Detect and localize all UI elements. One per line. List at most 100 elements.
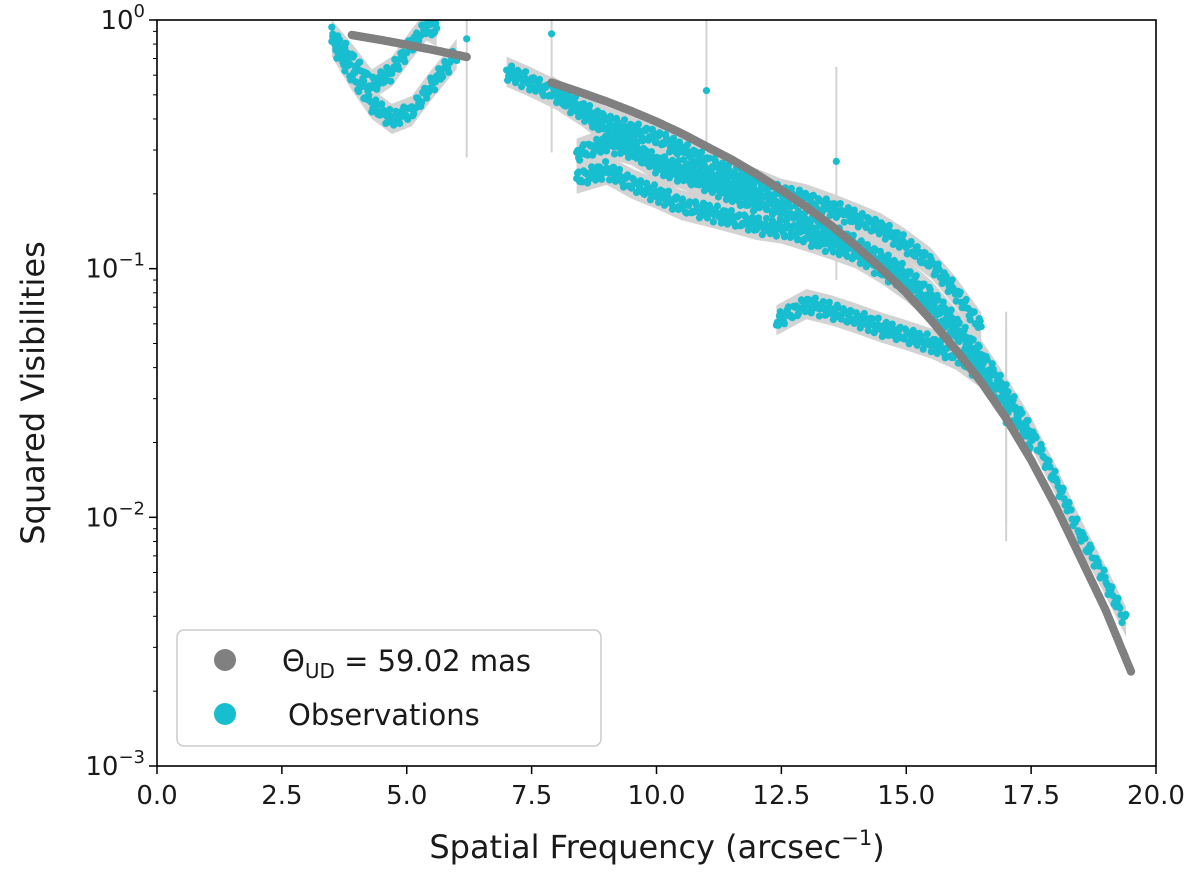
observation-point <box>929 297 937 305</box>
observation-point <box>1022 432 1030 440</box>
observation-point <box>713 202 722 210</box>
observation-point <box>1038 445 1046 453</box>
observation-point <box>387 77 395 85</box>
observation-point <box>907 238 915 246</box>
observation-outlier <box>1002 402 1010 410</box>
observation-outlier <box>463 35 471 43</box>
observation-point <box>777 198 786 206</box>
observation-point <box>1073 515 1081 523</box>
observation-point <box>1021 426 1029 434</box>
observation-point <box>669 159 678 167</box>
legend-box <box>176 629 602 747</box>
y-tick-label: 10−2 <box>85 498 145 533</box>
observation-point <box>912 272 920 280</box>
observation-point <box>606 132 615 140</box>
observation-point <box>1081 534 1089 543</box>
observation-point <box>634 120 643 128</box>
observation-point <box>1087 544 1095 553</box>
observation-points <box>328 20 1130 627</box>
observation-point <box>884 251 892 259</box>
observation-point <box>931 336 939 344</box>
observation-point <box>711 157 720 165</box>
observation-point <box>899 231 907 239</box>
observation-point <box>1046 463 1054 471</box>
x-tick-label: 0.0 <box>136 781 177 811</box>
observation-point <box>766 230 775 238</box>
observation-point <box>648 125 657 133</box>
observation-point <box>396 119 404 128</box>
observation-outlier <box>702 87 711 95</box>
observation-point <box>969 336 977 344</box>
observation-point <box>623 171 632 179</box>
observation-point <box>802 304 811 312</box>
legend-label-model: ΘUD = 59.02 mas <box>282 644 531 683</box>
observation-point <box>620 116 629 124</box>
observation-point <box>732 185 741 193</box>
observation-point <box>951 322 959 330</box>
observation-point <box>1065 498 1073 507</box>
observation-point <box>750 206 759 214</box>
observation-point <box>1122 610 1130 619</box>
observation-point <box>857 237 865 245</box>
observation-point <box>439 73 447 81</box>
x-tick-label: 15.0 <box>877 781 935 811</box>
observation-point <box>763 206 772 214</box>
observation-point <box>885 221 893 230</box>
observation-point <box>970 308 978 316</box>
model-point <box>462 52 471 62</box>
observation-point <box>1000 389 1008 397</box>
observation-point <box>965 341 973 349</box>
observation-point <box>915 285 923 293</box>
observation-point <box>927 348 935 356</box>
observation-point <box>1045 457 1053 465</box>
observation-point <box>888 265 896 273</box>
observation-point <box>840 218 848 226</box>
observation-point <box>976 317 984 325</box>
observation-point <box>360 77 368 85</box>
observation-point <box>669 134 678 142</box>
observation-point <box>1116 604 1124 612</box>
observation-point <box>913 243 921 251</box>
observation-point <box>395 65 403 73</box>
observation-point <box>821 247 829 256</box>
observation-point <box>418 98 426 106</box>
observation-point <box>342 39 350 47</box>
observation-point <box>659 172 668 180</box>
observation-point <box>580 100 588 108</box>
observation-point <box>996 371 1004 379</box>
model-point <box>1126 667 1136 676</box>
observation-point <box>663 160 672 168</box>
observation-point <box>833 301 841 309</box>
observation-point <box>628 140 637 148</box>
observation-point <box>1024 417 1032 425</box>
observation-point <box>829 315 837 324</box>
x-tick-label: 17.5 <box>1002 781 1060 811</box>
observation-point <box>1100 566 1108 574</box>
observation-point <box>878 332 886 340</box>
observation-point <box>772 232 781 240</box>
legend-marker-model <box>214 649 236 671</box>
observation-point <box>431 86 439 94</box>
observation-point <box>994 383 1002 391</box>
observation-point <box>536 75 544 84</box>
observation-point <box>683 141 692 149</box>
observation-point <box>817 230 825 238</box>
observation-point <box>1010 393 1018 401</box>
observation-point <box>864 327 872 335</box>
observation-point <box>735 211 744 219</box>
observation-point <box>787 184 796 193</box>
observation-point <box>378 100 386 108</box>
observation-point <box>1108 583 1116 591</box>
error-band <box>331 26 457 134</box>
observation-point <box>355 88 363 96</box>
observation-point <box>836 200 844 208</box>
observation-point <box>654 198 663 206</box>
observation-point <box>811 228 819 236</box>
observation-point <box>609 163 618 171</box>
observation-point <box>874 314 882 322</box>
observation-point <box>923 294 931 302</box>
observation-point <box>844 204 852 212</box>
legend-marker-observations <box>214 703 236 725</box>
observation-point <box>919 345 927 353</box>
observation-point <box>678 195 687 203</box>
